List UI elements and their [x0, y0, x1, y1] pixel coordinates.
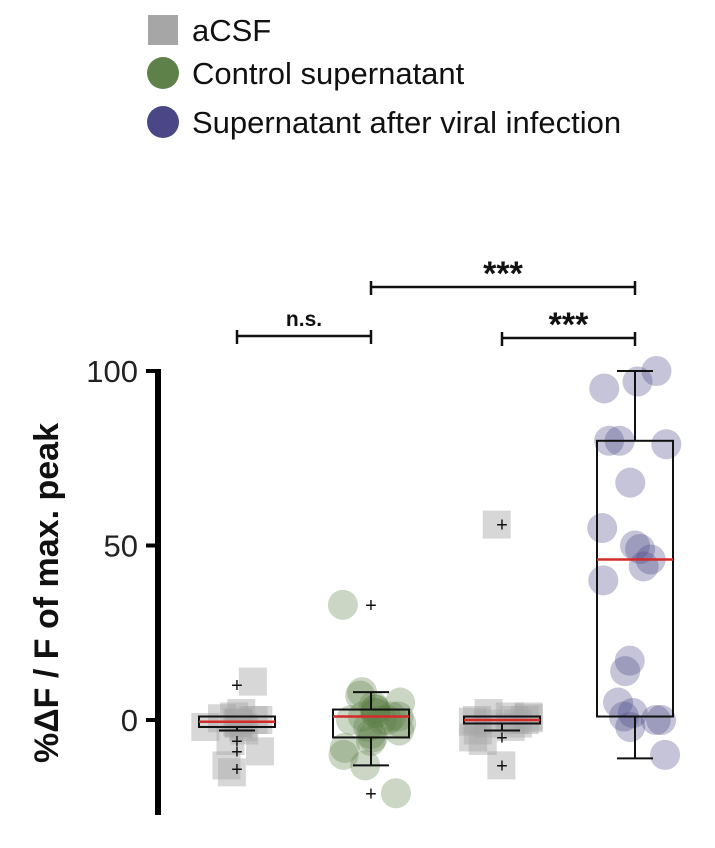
y-tick-label: 0	[121, 703, 138, 738]
outlier-marker: +	[231, 675, 243, 697]
data-point	[327, 589, 358, 620]
legend-label: Control supernatant	[192, 56, 465, 91]
outlier-marker: +	[231, 731, 243, 753]
data-point	[641, 356, 672, 386]
data-point	[622, 366, 653, 397]
y-tick-label: 50	[104, 529, 138, 564]
data-point	[610, 656, 641, 687]
y-axis-label: %ΔF / F of max. peak	[28, 423, 66, 763]
data-point	[482, 510, 511, 539]
outlier-marker: +	[365, 783, 377, 805]
data-point	[651, 429, 682, 460]
data-point	[224, 709, 253, 738]
outlier-marker: +	[365, 595, 377, 617]
box-group: ++++	[198, 675, 276, 781]
box-group	[596, 370, 674, 760]
data-point	[650, 739, 681, 770]
data-point	[474, 699, 503, 728]
significance-label: ***	[549, 306, 589, 344]
data-point	[380, 778, 411, 809]
data-point	[588, 565, 619, 596]
data-point	[625, 533, 656, 564]
data-point	[487, 751, 516, 780]
data-point	[587, 513, 618, 544]
outlier-marker: +	[496, 515, 508, 537]
data-point	[514, 704, 543, 733]
data-points	[191, 356, 682, 809]
data-point	[459, 723, 488, 752]
box-group: + + +	[463, 515, 541, 777]
legend-marker-circle	[147, 106, 179, 138]
data-point	[615, 711, 646, 742]
outlier-marker: +	[231, 741, 243, 763]
legend-marker-square	[148, 15, 178, 45]
data-point	[216, 726, 245, 755]
legend: aCSF Control supernatant Supernatant after…	[147, 13, 621, 140]
data-point	[244, 706, 273, 734]
legend-label: Supernatant after viral infection	[192, 105, 621, 140]
box	[596, 439, 674, 718]
data-point	[589, 373, 620, 404]
data-point	[619, 530, 650, 561]
y-axis: 0 50 100 %ΔF / F of max. peak	[28, 354, 161, 815]
data-point	[345, 680, 376, 711]
data-point	[360, 698, 391, 729]
data-point	[238, 667, 267, 696]
data-point	[614, 645, 645, 676]
data-point	[246, 737, 275, 766]
data-point	[217, 758, 246, 787]
outlier-marker: +	[496, 755, 508, 777]
data-point	[372, 705, 403, 735]
significance-label: n.s.	[286, 308, 322, 331]
data-point	[212, 751, 241, 780]
significance-bracket: ***	[369, 255, 637, 295]
data-point	[329, 732, 360, 763]
significance-label: ***	[483, 255, 523, 293]
data-point	[640, 705, 671, 735]
data-point	[358, 691, 389, 722]
data-point	[646, 705, 677, 735]
data-point	[328, 739, 359, 770]
data-point	[628, 551, 659, 582]
data-point	[468, 726, 497, 755]
data-point	[366, 705, 397, 735]
data-point	[603, 687, 634, 718]
data-point	[336, 705, 367, 735]
data-point	[224, 709, 253, 738]
legend-label: aCSF	[192, 13, 271, 48]
data-point	[353, 711, 384, 742]
significance-brackets: n.s. *** ***	[235, 255, 637, 346]
data-point	[360, 698, 391, 729]
legend-marker-circle	[147, 57, 179, 89]
box	[332, 708, 410, 739]
outlier-marker: +	[496, 727, 508, 749]
data-point	[356, 718, 387, 749]
data-point	[615, 467, 646, 498]
outlier-marker: +	[231, 759, 243, 781]
significance-bracket: n.s.	[235, 308, 373, 344]
box-plots: +++++++++	[198, 370, 674, 805]
data-point	[617, 698, 648, 729]
significance-bracket: ***	[500, 306, 637, 346]
box-group: ++	[332, 595, 410, 805]
y-tick-label: 100	[86, 354, 138, 389]
data-point	[239, 706, 268, 734]
